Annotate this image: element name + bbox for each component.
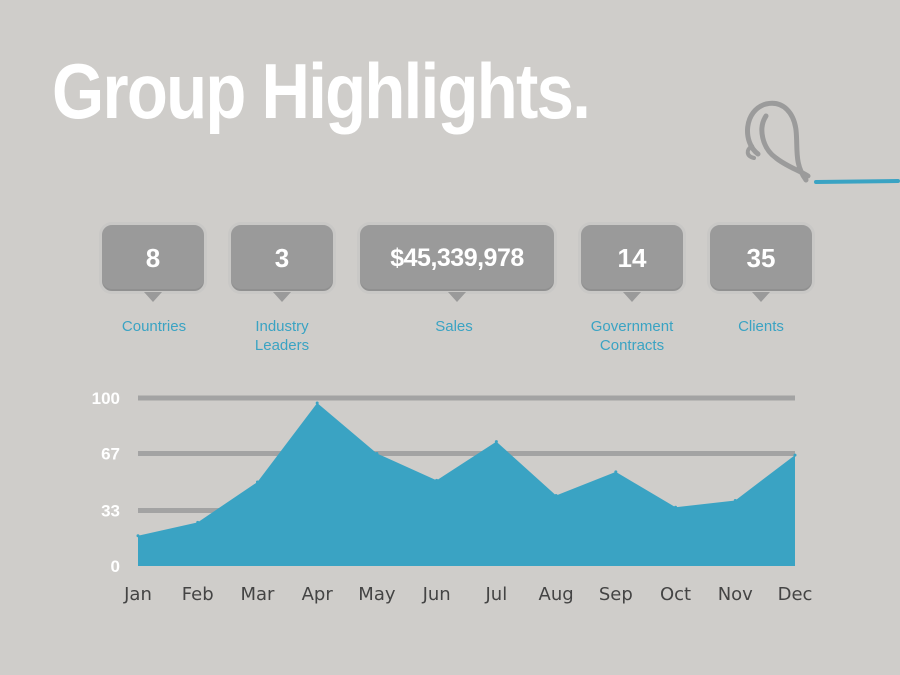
- x-tick-label: Aug: [539, 584, 574, 605]
- stat-value: 3: [228, 222, 336, 294]
- stat-industry-leaders: 3: [228, 222, 336, 302]
- stat-value: 14: [578, 222, 686, 294]
- stat-clients: 35: [707, 222, 815, 302]
- x-tick-label: Feb: [182, 584, 214, 605]
- x-tick-label: Sep: [599, 584, 633, 605]
- page-title: Group Highlights.: [52, 47, 591, 135]
- x-tick-label: Jan: [123, 584, 152, 605]
- data-point-feb: [196, 520, 200, 524]
- data-point-aug: [554, 493, 558, 497]
- y-tick-label: 33: [101, 502, 120, 521]
- data-point-jan: [136, 534, 140, 538]
- y-tick-label: 100: [92, 389, 120, 408]
- data-point-nov: [733, 498, 737, 502]
- stat-label: Sales: [435, 318, 473, 335]
- stat-label: Countries: [121, 318, 187, 335]
- data-point-oct: [674, 505, 678, 509]
- data-point-mar: [255, 480, 259, 484]
- x-tick-label: Mar: [240, 584, 275, 605]
- stat-government-contracts: 14: [578, 222, 686, 302]
- stat-value: 8: [99, 222, 207, 294]
- stat-label: Government Contracts: [590, 318, 674, 354]
- data-point-jun: [435, 478, 439, 482]
- x-tick-label: Oct: [660, 584, 691, 605]
- area-chart: 100 67 33 0 Jan Feb Mar Apr May Jun Jul Aug Sep Oct N…: [92, 389, 813, 605]
- x-tick-label: Jun: [422, 584, 451, 605]
- y-tick-label: 0: [111, 557, 120, 576]
- stat-label: Industry Leaders: [254, 318, 310, 354]
- data-point-may: [375, 451, 379, 455]
- stat-sales: $45,339,978: [357, 222, 557, 302]
- data-point-jul: [494, 440, 498, 444]
- data-point-dec: [793, 453, 797, 457]
- x-tick-label: Dec: [778, 584, 813, 605]
- x-tick-label: Apr: [302, 584, 334, 605]
- x-tick-label: Nov: [718, 584, 753, 605]
- x-tick-label: May: [358, 584, 396, 605]
- stat-label: Clients: [738, 318, 784, 335]
- stat-countries: 8: [99, 222, 207, 302]
- stat-value: 35: [707, 222, 815, 294]
- x-tick-label: Jul: [485, 584, 508, 605]
- data-point-sep: [614, 470, 618, 474]
- stat-value: $45,339,978: [357, 222, 557, 294]
- area-series: [138, 403, 795, 566]
- logo-icon: [745, 100, 900, 184]
- data-point-apr: [315, 401, 319, 405]
- y-tick-label: 67: [101, 444, 120, 463]
